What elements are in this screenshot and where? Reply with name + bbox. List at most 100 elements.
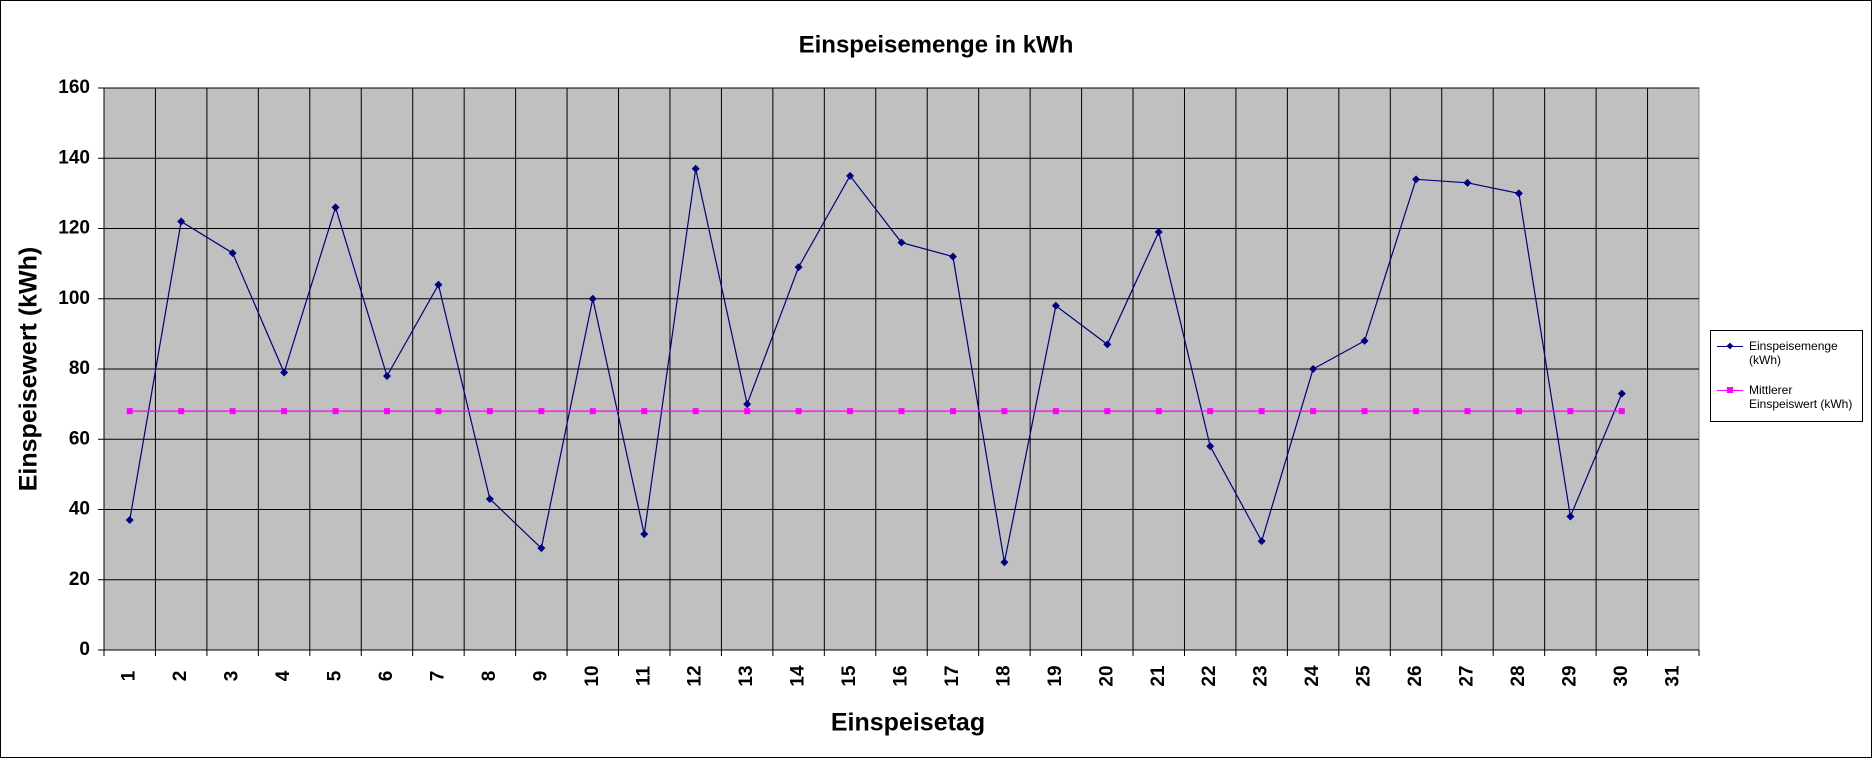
point [1258, 408, 1265, 415]
point [1052, 408, 1059, 415]
point [1309, 365, 1318, 373]
point [280, 368, 289, 377]
point [1361, 408, 1368, 415]
point [178, 408, 185, 415]
point [1104, 408, 1111, 415]
point [332, 408, 339, 415]
y-tick-label: 160 [58, 77, 90, 98]
point [1155, 408, 1162, 415]
point [1413, 408, 1420, 415]
point [949, 408, 956, 415]
x-tick-label: 1 [119, 670, 140, 681]
point [948, 252, 957, 261]
y-tick-label: 100 [58, 288, 90, 309]
point [1360, 336, 1369, 345]
point [382, 372, 391, 381]
point [1000, 558, 1009, 567]
point [1103, 340, 1112, 349]
point [692, 408, 699, 415]
x-tick-label: 31 [1662, 665, 1683, 687]
point [846, 171, 855, 180]
point [1514, 189, 1523, 198]
x-tick-label: 23 [1251, 665, 1272, 686]
point [794, 263, 803, 272]
x-tick-label: 8 [479, 671, 500, 682]
x-tick-label: 14 [788, 665, 809, 687]
point [589, 408, 596, 415]
point [1154, 228, 1163, 237]
x-tick-label: 27 [1456, 665, 1477, 686]
point [331, 203, 340, 212]
point [486, 408, 493, 415]
x-tick-label: 19 [1045, 665, 1066, 686]
x-tick-label: 30 [1611, 665, 1632, 686]
point [1566, 512, 1575, 521]
point [1567, 408, 1574, 415]
x-tick-label: 22 [1199, 665, 1220, 686]
point [1464, 408, 1471, 415]
x-tick-label: 20 [1096, 665, 1117, 686]
point [641, 408, 648, 415]
x-tick-label: 13 [736, 665, 757, 686]
point [898, 408, 905, 415]
x-tick-label: 10 [582, 665, 603, 686]
x-tick-label: 24 [1302, 665, 1323, 687]
point [1515, 408, 1522, 415]
y-tick-label: 40 [69, 499, 90, 520]
point [537, 544, 546, 553]
y-tick-label: 60 [69, 428, 90, 449]
point [383, 408, 390, 415]
point [1001, 408, 1008, 415]
point [795, 408, 802, 415]
legend-marker [1726, 342, 1734, 350]
x-tick-label: 3 [222, 671, 243, 682]
x-tick-label: 26 [1405, 665, 1426, 686]
point [640, 530, 649, 539]
x-tick-label: 12 [685, 665, 706, 686]
point [743, 400, 752, 409]
x-tick-label: 17 [942, 665, 963, 686]
point [281, 408, 288, 415]
point [538, 408, 545, 415]
point [435, 408, 442, 415]
point [691, 164, 700, 173]
y-tick-label: 140 [58, 147, 90, 168]
point [485, 494, 494, 503]
point [1051, 301, 1060, 310]
point [1206, 442, 1215, 451]
legend-label: Mittlerer Einspeiswert (kWh) [1749, 383, 1853, 411]
y-tick-label: 20 [69, 569, 90, 590]
point [1463, 178, 1472, 187]
x-tick-label: 21 [1148, 665, 1169, 687]
x-tick-label: 11 [633, 666, 654, 687]
x-axis-label: Einspeisetag [831, 709, 985, 737]
legend: Einspeisemenge (kWh) Mittlerer Einspeiswe… [1710, 330, 1863, 422]
x-tick-label: 28 [1508, 665, 1529, 686]
point [434, 280, 443, 289]
point [588, 294, 597, 303]
y-tick-label: 80 [69, 358, 90, 379]
point [1618, 408, 1625, 415]
point [125, 516, 134, 525]
point [1207, 408, 1214, 415]
point [744, 408, 751, 415]
x-tick-label: 18 [993, 665, 1014, 686]
y-tick-label: 120 [58, 218, 90, 239]
legend-marker [1727, 387, 1733, 393]
series-line [129, 168, 1623, 563]
x-tick-label: 7 [427, 671, 448, 682]
point [897, 238, 906, 247]
point [177, 217, 186, 226]
x-tick-label: 15 [839, 665, 860, 687]
chart-title: Einspeisemenge in kWh [799, 31, 1074, 58]
point [1617, 389, 1626, 398]
x-tick-label: 5 [325, 670, 346, 681]
point [847, 408, 854, 415]
y-tick-label: 0 [79, 639, 90, 660]
point [229, 408, 236, 415]
x-tick-label: 4 [273, 670, 294, 681]
point [1257, 537, 1266, 546]
x-tick-label: 25 [1354, 665, 1375, 687]
